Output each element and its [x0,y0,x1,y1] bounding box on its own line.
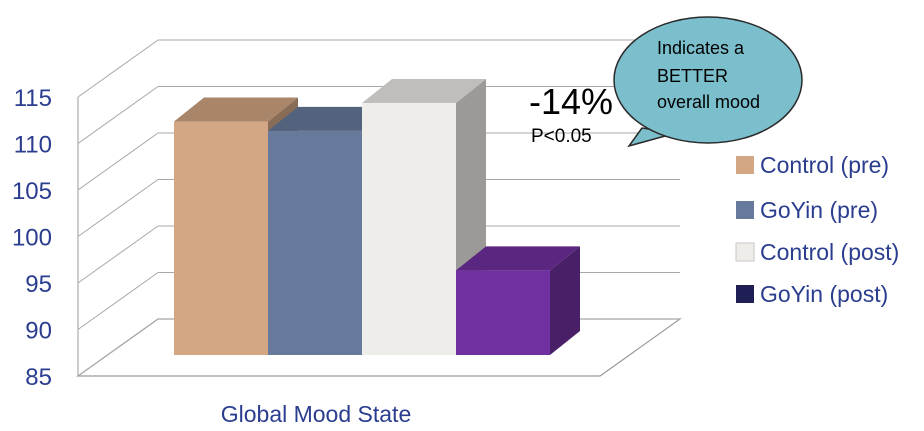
legend-label-goyin-pre: GoYin (pre) [760,197,878,223]
bar-goyin-post [456,246,580,355]
change-annotation: -14% P<0.05 [529,81,613,147]
legend-marker-goyin-pre [736,201,754,219]
legend-label-control-post: Control (post) [760,239,899,265]
callout-line-3: overall mood [657,92,760,112]
y-axis-tick-labels: 85 90 95 100 105 110 115 [12,85,52,391]
y-tick-label: 90 [25,318,52,345]
y-tick-label: 105 [12,178,52,205]
callout-line-2: BETTER [657,66,728,86]
y-tick-label: 95 [25,271,52,298]
y-tick-label: 115 [14,85,52,112]
p-value-label: P<0.05 [531,126,592,147]
y-tick-label: 85 [25,364,52,391]
bar-control-post [362,78,486,355]
bars [174,78,580,356]
callout-line-1: Indicates a [657,38,745,58]
legend-label-goyin-post: GoYin (post) [760,281,888,307]
legend-label-control-pre: Control (pre) [760,152,889,178]
speech-bubble-callout: Indicates a BETTER overall mood [613,16,803,148]
percent-change-label: -14% [529,81,613,122]
y-tick-label: 110 [14,132,52,159]
legend-marker-control-post [735,242,755,262]
x-category-label: Global Mood State [221,401,412,427]
legend-marker-goyin-post [736,285,754,303]
gridline-115 [77,39,680,98]
legend-marker-control-pre [736,156,754,174]
legend: Control (pre) GoYin (pre) Control (post)… [735,152,899,307]
y-tick-label: 100 [12,225,52,252]
speech-bubble-ellipse [613,16,803,144]
